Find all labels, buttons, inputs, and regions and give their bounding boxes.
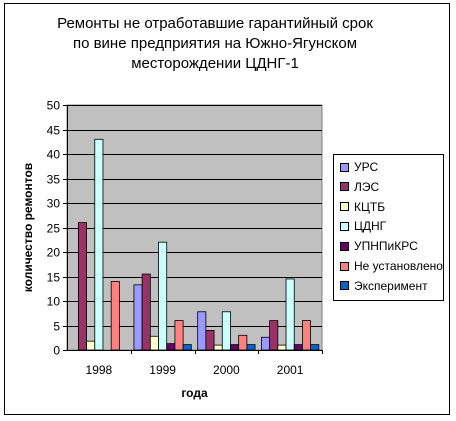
legend-swatch xyxy=(340,182,349,192)
bar xyxy=(285,278,295,351)
legend-label: УПНПиКРС xyxy=(354,239,418,254)
bar xyxy=(197,311,207,351)
y-tick-label: 0 xyxy=(53,344,60,358)
y-tick-label: 25 xyxy=(47,222,61,236)
x-tick-label: 1998 xyxy=(86,363,113,377)
legend-label: ЦДНГ xyxy=(354,219,387,234)
y-tick-label: 10 xyxy=(47,295,61,309)
bar xyxy=(213,344,223,351)
bar xyxy=(269,320,279,351)
legend-item: Не установлено xyxy=(340,259,443,273)
bar xyxy=(302,320,312,351)
bar xyxy=(77,222,87,351)
chart-title-line-3: месторождении ЦДНГ-1 xyxy=(131,55,299,72)
legend-swatch xyxy=(340,281,349,291)
chart-legend: УРС ЛЭС КЦТБ ЦДНГ УПНПиКРС Не установлено Эксп… xyxy=(333,154,444,301)
bar xyxy=(310,344,320,351)
bar xyxy=(261,336,271,351)
legend-swatch xyxy=(340,221,349,231)
legend-item: КЦТБ xyxy=(340,200,385,214)
bar xyxy=(86,340,96,351)
y-tick-label: 15 xyxy=(47,271,61,285)
bar xyxy=(277,344,287,351)
legend-label: Эксперимент xyxy=(354,278,428,293)
y-tick-label: 50 xyxy=(47,99,61,113)
y-tick-label: 35 xyxy=(47,173,61,187)
legend-item: УПНПиКРС xyxy=(340,239,418,253)
chart-title: Ремонты не отработавшие гарантийный срок… xyxy=(30,14,400,74)
legend-swatch xyxy=(340,202,349,212)
legend-item: Эксперимент xyxy=(340,279,428,293)
legend-label: Не установлено xyxy=(354,259,443,273)
bar xyxy=(158,241,168,351)
chart-title-line-2: по вине предприятия на Южно-Ягунском xyxy=(72,35,358,52)
x-axis-label: года xyxy=(181,386,208,400)
bar xyxy=(141,273,151,351)
bar xyxy=(221,311,231,351)
y-tick-label: 5 xyxy=(53,320,60,334)
legend-label: УРС xyxy=(354,160,379,174)
y-axis-label: количество ремонтов xyxy=(21,163,35,292)
bar xyxy=(110,280,120,351)
bar xyxy=(174,320,184,351)
bar xyxy=(182,344,192,351)
bar xyxy=(94,138,104,351)
legend-swatch xyxy=(340,261,349,271)
legend-swatch xyxy=(340,162,349,172)
legend-label: КЦТБ xyxy=(354,199,386,214)
bar xyxy=(230,344,240,351)
x-tick-label: 1999 xyxy=(149,363,176,377)
bar xyxy=(133,284,143,351)
legend-label: ЛЭС xyxy=(354,179,380,194)
plot-area xyxy=(66,104,323,351)
y-tick-label: 45 xyxy=(47,124,61,138)
bar xyxy=(293,344,303,351)
legend-item: ЛЭС xyxy=(340,180,379,194)
bar xyxy=(238,334,248,351)
bar xyxy=(166,343,176,351)
x-tick-label: 2000 xyxy=(213,363,240,377)
bar xyxy=(149,335,159,351)
chart-title-line-1: Ремонты не отработавшие гарантийный срок xyxy=(57,15,373,32)
legend-swatch xyxy=(340,241,349,251)
bar xyxy=(205,329,215,351)
x-tick-label: 2001 xyxy=(277,363,304,377)
bar xyxy=(246,344,256,351)
y-tick-label: 20 xyxy=(47,246,61,260)
y-tick-label: 30 xyxy=(47,197,61,211)
legend-item: ЦДНГ xyxy=(340,219,386,233)
y-tick-label: 40 xyxy=(47,148,61,162)
legend-item: УРС xyxy=(340,160,378,174)
